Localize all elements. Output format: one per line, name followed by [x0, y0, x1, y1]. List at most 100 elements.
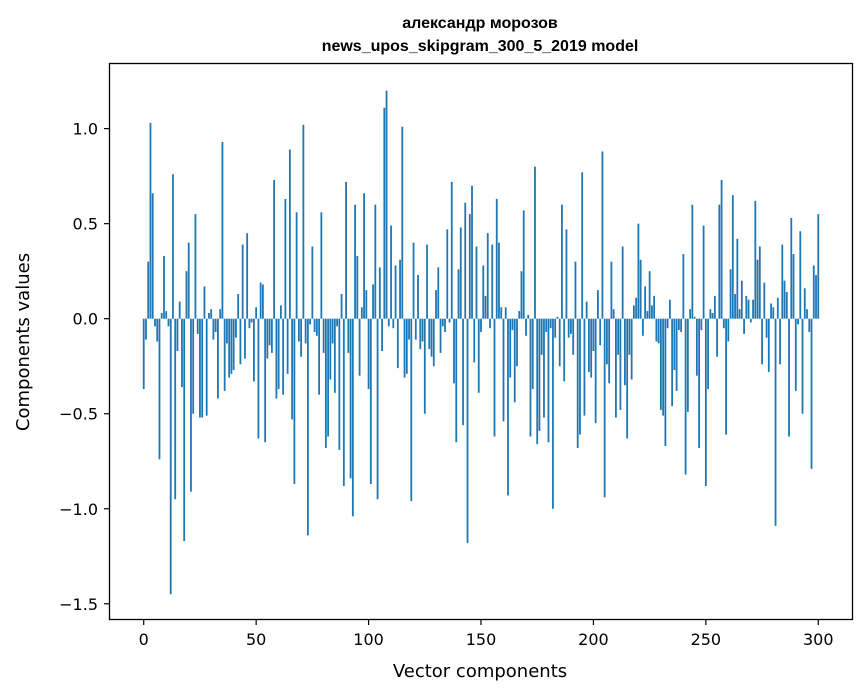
bar-134 [444, 318, 446, 332]
y-tick-label: −1.0 [59, 500, 98, 519]
bar-280 [772, 307, 775, 319]
bar-242 [686, 318, 689, 412]
bar-217 [630, 318, 633, 380]
bar-149 [477, 318, 480, 393]
bar-267 [743, 318, 745, 334]
bar-154 [489, 318, 491, 329]
x-tick-label: 100 [353, 630, 384, 649]
bar-122 [417, 274, 419, 319]
bar-175 [536, 318, 539, 445]
bar-268 [745, 295, 748, 319]
bar-274 [758, 246, 761, 319]
bar-79 [320, 212, 323, 319]
bar-150 [480, 318, 482, 332]
bar-222 [641, 318, 644, 336]
bar-277 [765, 318, 768, 338]
bar-33 [217, 318, 219, 399]
bar-22 [192, 318, 195, 414]
bar-253 [711, 312, 714, 319]
bar-139 [455, 318, 458, 443]
bar-164 [511, 318, 514, 331]
bar-287 [788, 318, 790, 437]
bar-17 [181, 318, 183, 388]
bar-82 [327, 318, 329, 437]
bar-171 [527, 314, 530, 319]
bar-148 [475, 246, 478, 319]
bar-41 [235, 318, 237, 338]
bar-281 [774, 318, 777, 526]
bar-137 [450, 181, 453, 319]
y-axis-ticks: −1.5 −1.0 −0.5 0.0 0.5 1.0 [59, 120, 110, 614]
bar-285 [783, 280, 786, 319]
bar-183 [554, 318, 557, 338]
bar-146 [471, 185, 473, 319]
bar-118 [408, 318, 410, 340]
bar-11 [167, 318, 170, 327]
x-tick-label: 300 [803, 630, 834, 649]
bar-93 [351, 318, 354, 517]
bar-15 [176, 318, 179, 351]
bar-136 [448, 318, 451, 323]
bar-218 [633, 305, 635, 319]
bar-202 [597, 290, 599, 319]
bar-197 [585, 301, 588, 319]
bar-12 [169, 318, 172, 595]
bar-35 [221, 141, 224, 319]
bar-243 [689, 309, 692, 319]
bar-5 [154, 318, 156, 327]
bar-69 [297, 318, 300, 342]
bar-88 [340, 293, 343, 319]
bar-239 [680, 318, 683, 332]
bar-192 [574, 261, 577, 319]
bar-106 [381, 318, 383, 351]
bar-256 [718, 204, 721, 319]
bar-185 [558, 318, 561, 367]
bar-113 [396, 318, 399, 369]
bar-160 [502, 318, 505, 422]
bar-200 [592, 318, 595, 351]
bar-198 [588, 318, 590, 372]
bar-32 [214, 318, 217, 332]
bar-123 [419, 318, 422, 350]
bar-297 [810, 318, 813, 469]
bar-167 [518, 311, 521, 319]
bar-10 [165, 311, 168, 319]
bar-299 [815, 274, 817, 319]
bar-250 [704, 318, 707, 486]
bar-151 [482, 265, 485, 319]
bar-7 [158, 318, 161, 460]
bar-102 [372, 284, 374, 319]
bar-110 [390, 225, 392, 319]
bar-173 [531, 318, 534, 390]
bar-259 [725, 318, 727, 435]
bar-216 [628, 318, 631, 355]
bar-174 [534, 166, 536, 319]
bar-225 [648, 271, 651, 319]
bar-181 [549, 318, 552, 329]
bar-96 [358, 318, 361, 376]
x-tick-label: 50 [246, 630, 266, 649]
bar-244 [691, 204, 694, 319]
bar-199 [590, 318, 593, 378]
bar-62 [282, 318, 285, 395]
bar-265 [738, 309, 741, 319]
bar-38 [228, 318, 231, 378]
bar-28 [205, 318, 208, 416]
bar-87 [338, 318, 341, 450]
bar-161 [504, 307, 507, 319]
bar-56 [268, 318, 271, 346]
bar-20 [187, 242, 190, 319]
bar-1 [145, 318, 147, 340]
bar-3 [149, 122, 152, 319]
bar-30 [210, 309, 213, 319]
bar-260 [727, 318, 730, 342]
bar-130 [435, 290, 437, 319]
bar-162 [507, 318, 509, 496]
bar-184 [556, 316, 559, 319]
bar-145 [468, 214, 471, 319]
bar-147 [473, 318, 476, 363]
bar-157 [495, 198, 498, 319]
bar-66 [291, 318, 294, 420]
bar-4 [151, 193, 154, 319]
bar-293 [801, 318, 804, 414]
